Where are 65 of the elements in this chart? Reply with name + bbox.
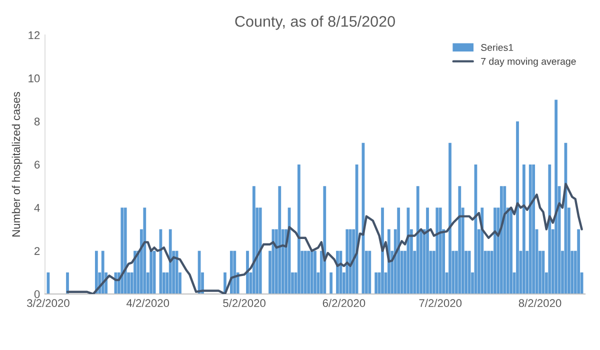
bar <box>304 250 307 294</box>
y-tick-label: 6 <box>34 160 40 169</box>
y-tick-label: 10 <box>28 74 40 82</box>
x-tick-label: 3/2/2020 <box>27 298 70 308</box>
bar <box>66 272 69 294</box>
y-tick-label: 8 <box>34 118 40 126</box>
bar <box>528 164 532 294</box>
bar <box>233 250 236 294</box>
bar <box>510 208 513 294</box>
bar <box>503 186 506 294</box>
bar <box>458 186 462 294</box>
bar <box>307 250 310 294</box>
bar <box>416 186 420 294</box>
x-tick-label: 8/2/2020 <box>518 298 562 308</box>
bar <box>487 250 490 294</box>
y-axis-title: Number of hospitalized cases <box>12 92 22 236</box>
x-tick-label: 5/2/2020 <box>223 298 266 308</box>
bar <box>368 250 372 294</box>
bar <box>314 250 316 294</box>
bar <box>348 229 352 294</box>
y-tick-label: 12 <box>28 31 40 40</box>
y-tick-label: 4 <box>34 204 40 212</box>
x-tick-label: 4/2/2020 <box>126 298 170 308</box>
bar <box>297 164 300 294</box>
bar <box>374 272 378 294</box>
bar <box>548 164 552 294</box>
x-tick-label: 7/2/2020 <box>419 298 462 308</box>
bar <box>120 208 124 294</box>
legend-label: 7 day moving average <box>481 58 576 67</box>
bar <box>426 208 429 294</box>
bar <box>554 100 558 294</box>
bar <box>101 250 104 294</box>
line-series <box>66 182 583 294</box>
bar <box>500 186 503 294</box>
bar <box>336 250 339 294</box>
bar <box>168 229 172 294</box>
bar <box>532 164 536 294</box>
bar <box>480 208 484 294</box>
bar <box>438 208 442 294</box>
bar <box>397 208 400 294</box>
bar <box>94 250 98 294</box>
bar <box>381 208 384 294</box>
legend-label: Series1 <box>481 44 514 51</box>
bar <box>150 250 153 294</box>
x-tick-label: 6/2/2020 <box>322 298 366 308</box>
bar <box>330 272 333 294</box>
bar <box>516 121 519 294</box>
bar <box>134 250 136 294</box>
bar <box>323 186 326 294</box>
chart-title: County, as of 8/15/2020 <box>235 16 395 30</box>
bar <box>577 229 580 294</box>
y-tick-label: 2 <box>34 247 40 255</box>
bar <box>124 208 127 294</box>
bar <box>246 250 249 294</box>
bar <box>448 142 452 294</box>
bar <box>258 208 262 294</box>
bar <box>230 250 233 294</box>
bar <box>494 208 496 294</box>
bar <box>522 164 526 294</box>
bar <box>278 186 282 294</box>
bar <box>143 208 146 294</box>
bar <box>346 229 349 294</box>
bar <box>436 208 439 294</box>
y-tick-label: 0 <box>34 290 40 298</box>
bar <box>252 186 256 294</box>
